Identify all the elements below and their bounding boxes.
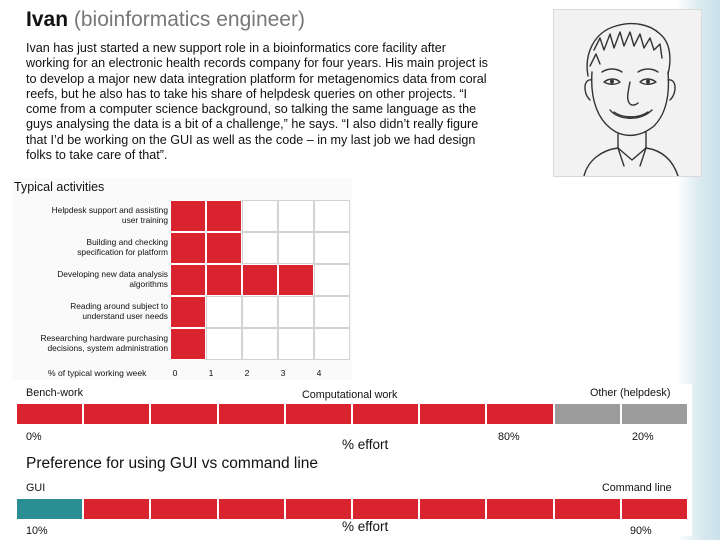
activity-bar-unit <box>170 296 206 328</box>
grid-cell <box>278 328 314 360</box>
grid-cell <box>278 200 314 232</box>
grid-cell <box>206 328 242 360</box>
effort-segment <box>353 404 421 424</box>
effort-segment <box>84 404 152 424</box>
grid-cell <box>242 328 278 360</box>
persona-role: (bioinformatics engineer) <box>73 8 305 31</box>
bio-line: reefs, but he also has to take his share… <box>26 86 468 101</box>
category-label-line: decisions, system administration <box>47 343 168 353</box>
bench-work-label: Bench-work <box>26 387 84 399</box>
persona-title: Ivan (bioinformatics engineer) <box>26 8 305 32</box>
persona-portrait <box>553 9 702 177</box>
effort-segment <box>487 499 555 519</box>
category-label-line: specification for platform <box>77 247 168 257</box>
other-helpdesk-label: Other (helpdesk) <box>590 387 671 399</box>
grid-cell <box>314 264 350 296</box>
grid-cell <box>242 232 278 264</box>
category-label-line: Researching hardware purchasing <box>40 333 168 343</box>
effort-segment <box>420 404 488 424</box>
effort-segment <box>420 499 488 519</box>
activity-bar-unit <box>170 232 206 264</box>
effort-segment <box>285 404 353 424</box>
category-label-line: Building and checking <box>86 237 168 247</box>
bio-line: guys analysing the data is a bit of a ch… <box>26 117 479 132</box>
activity-bar-unit <box>278 264 314 296</box>
effort-segment <box>151 404 219 424</box>
effort-segment <box>218 499 286 519</box>
activity-bar-unit <box>242 264 278 296</box>
category-label-line: algorithms <box>129 279 168 289</box>
gui-percent: 10% <box>26 525 48 537</box>
persona-bio: Ivan has just started a new support role… <box>26 41 546 163</box>
category-label: Developing new data analysis algorithms <box>8 269 168 289</box>
x-tick-label: 0 <box>172 368 178 378</box>
effort-segment <box>353 499 421 519</box>
bio-line: come from a computer science background,… <box>26 102 477 117</box>
bio-line: that I’d be working on the GUI as well a… <box>26 132 476 147</box>
category-label: Building and checking specification for p… <box>8 237 168 257</box>
x-axis-label: % of typical working week <box>48 368 147 378</box>
grid-cell <box>314 232 350 264</box>
gui-label: GUI <box>26 482 46 494</box>
grid-cell <box>242 296 278 328</box>
effort-panel: Bench-work Computational work Other (hel… <box>14 384 692 537</box>
effort-segment <box>554 499 622 519</box>
activity-bar-unit <box>170 264 206 296</box>
grid-cell <box>206 296 242 328</box>
x-tick-label: 3 <box>280 368 286 378</box>
activity-bar-unit <box>170 328 206 360</box>
effort-segment <box>218 404 286 424</box>
category-label-line: Reading around subject to <box>70 301 168 311</box>
grid-cell <box>242 200 278 232</box>
effort-segment <box>487 404 555 424</box>
bio-line: to develop a major new data integration … <box>26 71 487 86</box>
category-label: Helpdesk support and assisting user train… <box>8 205 168 225</box>
effort-segment <box>621 499 689 519</box>
preference-axis-label: % effort <box>342 519 389 534</box>
effort-segment <box>17 404 85 424</box>
activity-bar-unit <box>206 264 242 296</box>
effort-segment <box>621 404 689 424</box>
activity-bar-unit <box>206 200 242 232</box>
persona-name: Ivan <box>26 8 69 31</box>
effort-axis-label: % effort <box>342 437 389 452</box>
cartoon-face-icon <box>583 22 679 177</box>
chart-title: Typical activities <box>14 180 105 194</box>
x-tick-label: 4 <box>316 368 322 378</box>
other-percent: 20% <box>632 431 654 443</box>
category-label: Researching hardware purchasing decisions… <box>8 333 168 353</box>
preference-title: Preference for using GUI vs command line <box>26 455 319 472</box>
grid-cell <box>278 232 314 264</box>
category-label-line: Helpdesk support and assisting <box>51 205 168 215</box>
bench-percent: 0% <box>26 431 42 443</box>
computational-work-label: Computational work <box>302 389 398 401</box>
grid-cell <box>314 328 350 360</box>
effort-segment <box>151 499 219 519</box>
category-label-line: Developing new data analysis <box>57 269 168 279</box>
grid-cell <box>314 296 350 328</box>
x-tick-label: 2 <box>244 368 250 378</box>
category-label: Reading around subject to understand user… <box>8 301 168 321</box>
activity-bar-unit <box>206 232 242 264</box>
grid-cell <box>278 296 314 328</box>
category-label-line: user training <box>121 215 168 225</box>
bio-line: Ivan has just started a new support role… <box>26 41 446 55</box>
command-line-percent: 90% <box>630 525 652 537</box>
grid-cell <box>314 200 350 232</box>
typical-activities-chart: Typical activities Helpdesk support and … <box>12 178 352 380</box>
category-label-line: understand user needs <box>82 311 168 321</box>
effort-segment <box>84 499 152 519</box>
effort-segment <box>17 499 85 519</box>
bio-line: working for an electronic health records… <box>26 56 488 71</box>
activity-bar-unit <box>170 200 206 232</box>
command-line-label: Command line <box>602 482 672 494</box>
effort-segment <box>554 404 622 424</box>
computational-percent: 80% <box>498 431 520 443</box>
x-tick-label: 1 <box>208 368 214 378</box>
effort-segment <box>285 499 353 519</box>
bio-line: folks to take care of that”. <box>26 148 168 163</box>
